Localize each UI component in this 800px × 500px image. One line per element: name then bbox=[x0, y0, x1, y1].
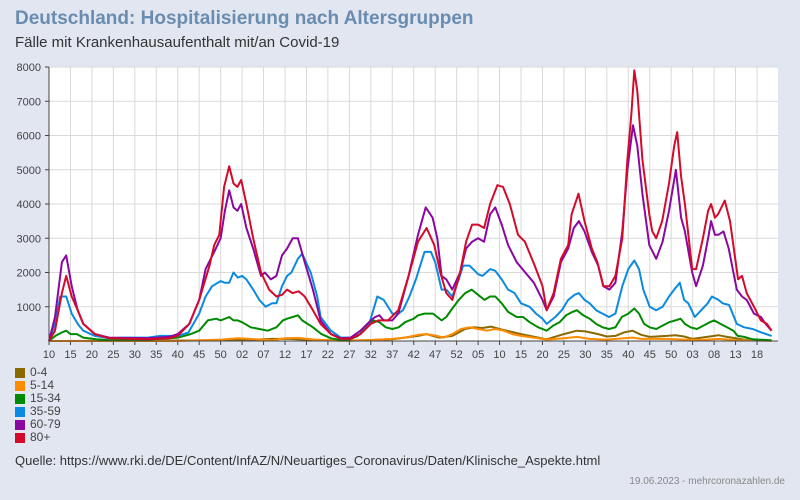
legend-item: 0-4 bbox=[15, 366, 61, 379]
series-line-5-14 bbox=[49, 326, 772, 342]
y-tick-label: 4000 bbox=[17, 199, 41, 211]
x-tick-label: 32 bbox=[365, 349, 377, 361]
y-tick-label: 7000 bbox=[17, 96, 41, 108]
x-tick-label: 35 bbox=[601, 349, 613, 361]
legend-label: 60-79 bbox=[30, 417, 61, 431]
x-tick-label: 50 bbox=[665, 349, 677, 361]
x-tick-label: 40 bbox=[622, 349, 634, 361]
x-tick-label: 17 bbox=[300, 349, 312, 361]
legend-swatch bbox=[15, 432, 25, 443]
x-tick-label: 30 bbox=[579, 349, 591, 361]
x-tick-label: 10 bbox=[493, 349, 505, 361]
x-tick-label: 15 bbox=[515, 349, 527, 361]
x-tick-label: 45 bbox=[193, 349, 205, 361]
legend: 0-4 5-14 15-34 35-59 60-79 80+ bbox=[15, 366, 61, 444]
x-tick-label: 08 bbox=[708, 349, 720, 361]
legend-item: 35-59 bbox=[15, 405, 61, 418]
legend-swatch bbox=[15, 367, 25, 378]
x-tick-label: 22 bbox=[322, 349, 334, 361]
x-tick-label: 18 bbox=[751, 349, 763, 361]
y-tick-label: 3000 bbox=[17, 233, 41, 245]
series-line-60-79 bbox=[48, 124, 773, 342]
y-tick-label: 1000 bbox=[17, 302, 41, 314]
x-tick-label: 25 bbox=[558, 349, 570, 361]
x-tick-label: 42 bbox=[408, 349, 420, 361]
legend-item: 5-14 bbox=[15, 379, 61, 392]
x-tick-label: 30 bbox=[129, 349, 141, 361]
series-line-35-59 bbox=[48, 250, 772, 342]
y-tick-label: 6000 bbox=[17, 131, 41, 143]
legend-item: 80+ bbox=[15, 431, 61, 444]
legend-label: 35-59 bbox=[30, 404, 61, 418]
legend-label: 15-34 bbox=[30, 391, 61, 405]
x-axis: 10 15 20 25 30 35 40 45 50 02 07 12 17 22 27 32 37 42 47 52… bbox=[43, 341, 763, 361]
chart-title: Deutschland: Hospitalisierung nach Alter… bbox=[15, 8, 474, 29]
legend-label: 80+ bbox=[30, 430, 51, 444]
chart-subtitle: Fälle mit Krankenhausaufenthalt mit/an C… bbox=[15, 34, 340, 51]
y-tick-label: 5000 bbox=[17, 165, 41, 177]
x-tick-label: 52 bbox=[451, 349, 463, 361]
x-tick-label: 20 bbox=[536, 349, 548, 361]
legend-item: 15-34 bbox=[15, 392, 61, 405]
x-tick-label: 12 bbox=[279, 349, 291, 361]
x-tick-label: 40 bbox=[172, 349, 184, 361]
y-tick-label: 8000 bbox=[17, 62, 41, 74]
x-tick-label: 37 bbox=[386, 349, 398, 361]
legend-label: 0-4 bbox=[30, 365, 48, 379]
x-tick-label: 02 bbox=[236, 349, 248, 361]
x-tick-label: 15 bbox=[64, 349, 76, 361]
x-tick-label: 07 bbox=[257, 349, 269, 361]
legend-swatch bbox=[15, 380, 25, 391]
x-tick-label: 50 bbox=[215, 349, 227, 361]
series-line-80+ bbox=[48, 69, 773, 342]
x-tick-label: 20 bbox=[86, 349, 98, 361]
line-chart: 1000 2000 3000 4000 5000 6000 7000 8000 10 15 20 2… bbox=[17, 62, 778, 361]
series-line-15-34 bbox=[48, 288, 772, 342]
y-tick-label: 2000 bbox=[17, 268, 41, 280]
legend-label: 5-14 bbox=[30, 378, 55, 392]
legend-item: 60-79 bbox=[15, 418, 61, 431]
x-tick-label: 10 bbox=[43, 349, 55, 361]
x-tick-label: 05 bbox=[472, 349, 484, 361]
x-tick-label: 47 bbox=[429, 349, 441, 361]
x-tick-label: 35 bbox=[150, 349, 162, 361]
legend-swatch bbox=[15, 406, 25, 417]
source-note: Quelle: https://www.rki.de/DE/Content/In… bbox=[15, 453, 601, 468]
legend-swatch bbox=[15, 419, 25, 430]
x-tick-label: 13 bbox=[729, 349, 741, 361]
x-tick-label: 27 bbox=[343, 349, 355, 361]
series-lines bbox=[48, 69, 773, 342]
x-tick-label: 03 bbox=[687, 349, 699, 361]
legend-swatch bbox=[15, 393, 25, 404]
y-axis: 1000 2000 3000 4000 5000 6000 7000 8000 bbox=[17, 62, 49, 314]
credit-note: 19.06.2023 - mehrcoronazahlen.de bbox=[629, 476, 785, 487]
x-tick-label: 25 bbox=[107, 349, 119, 361]
x-tick-label: 45 bbox=[644, 349, 656, 361]
